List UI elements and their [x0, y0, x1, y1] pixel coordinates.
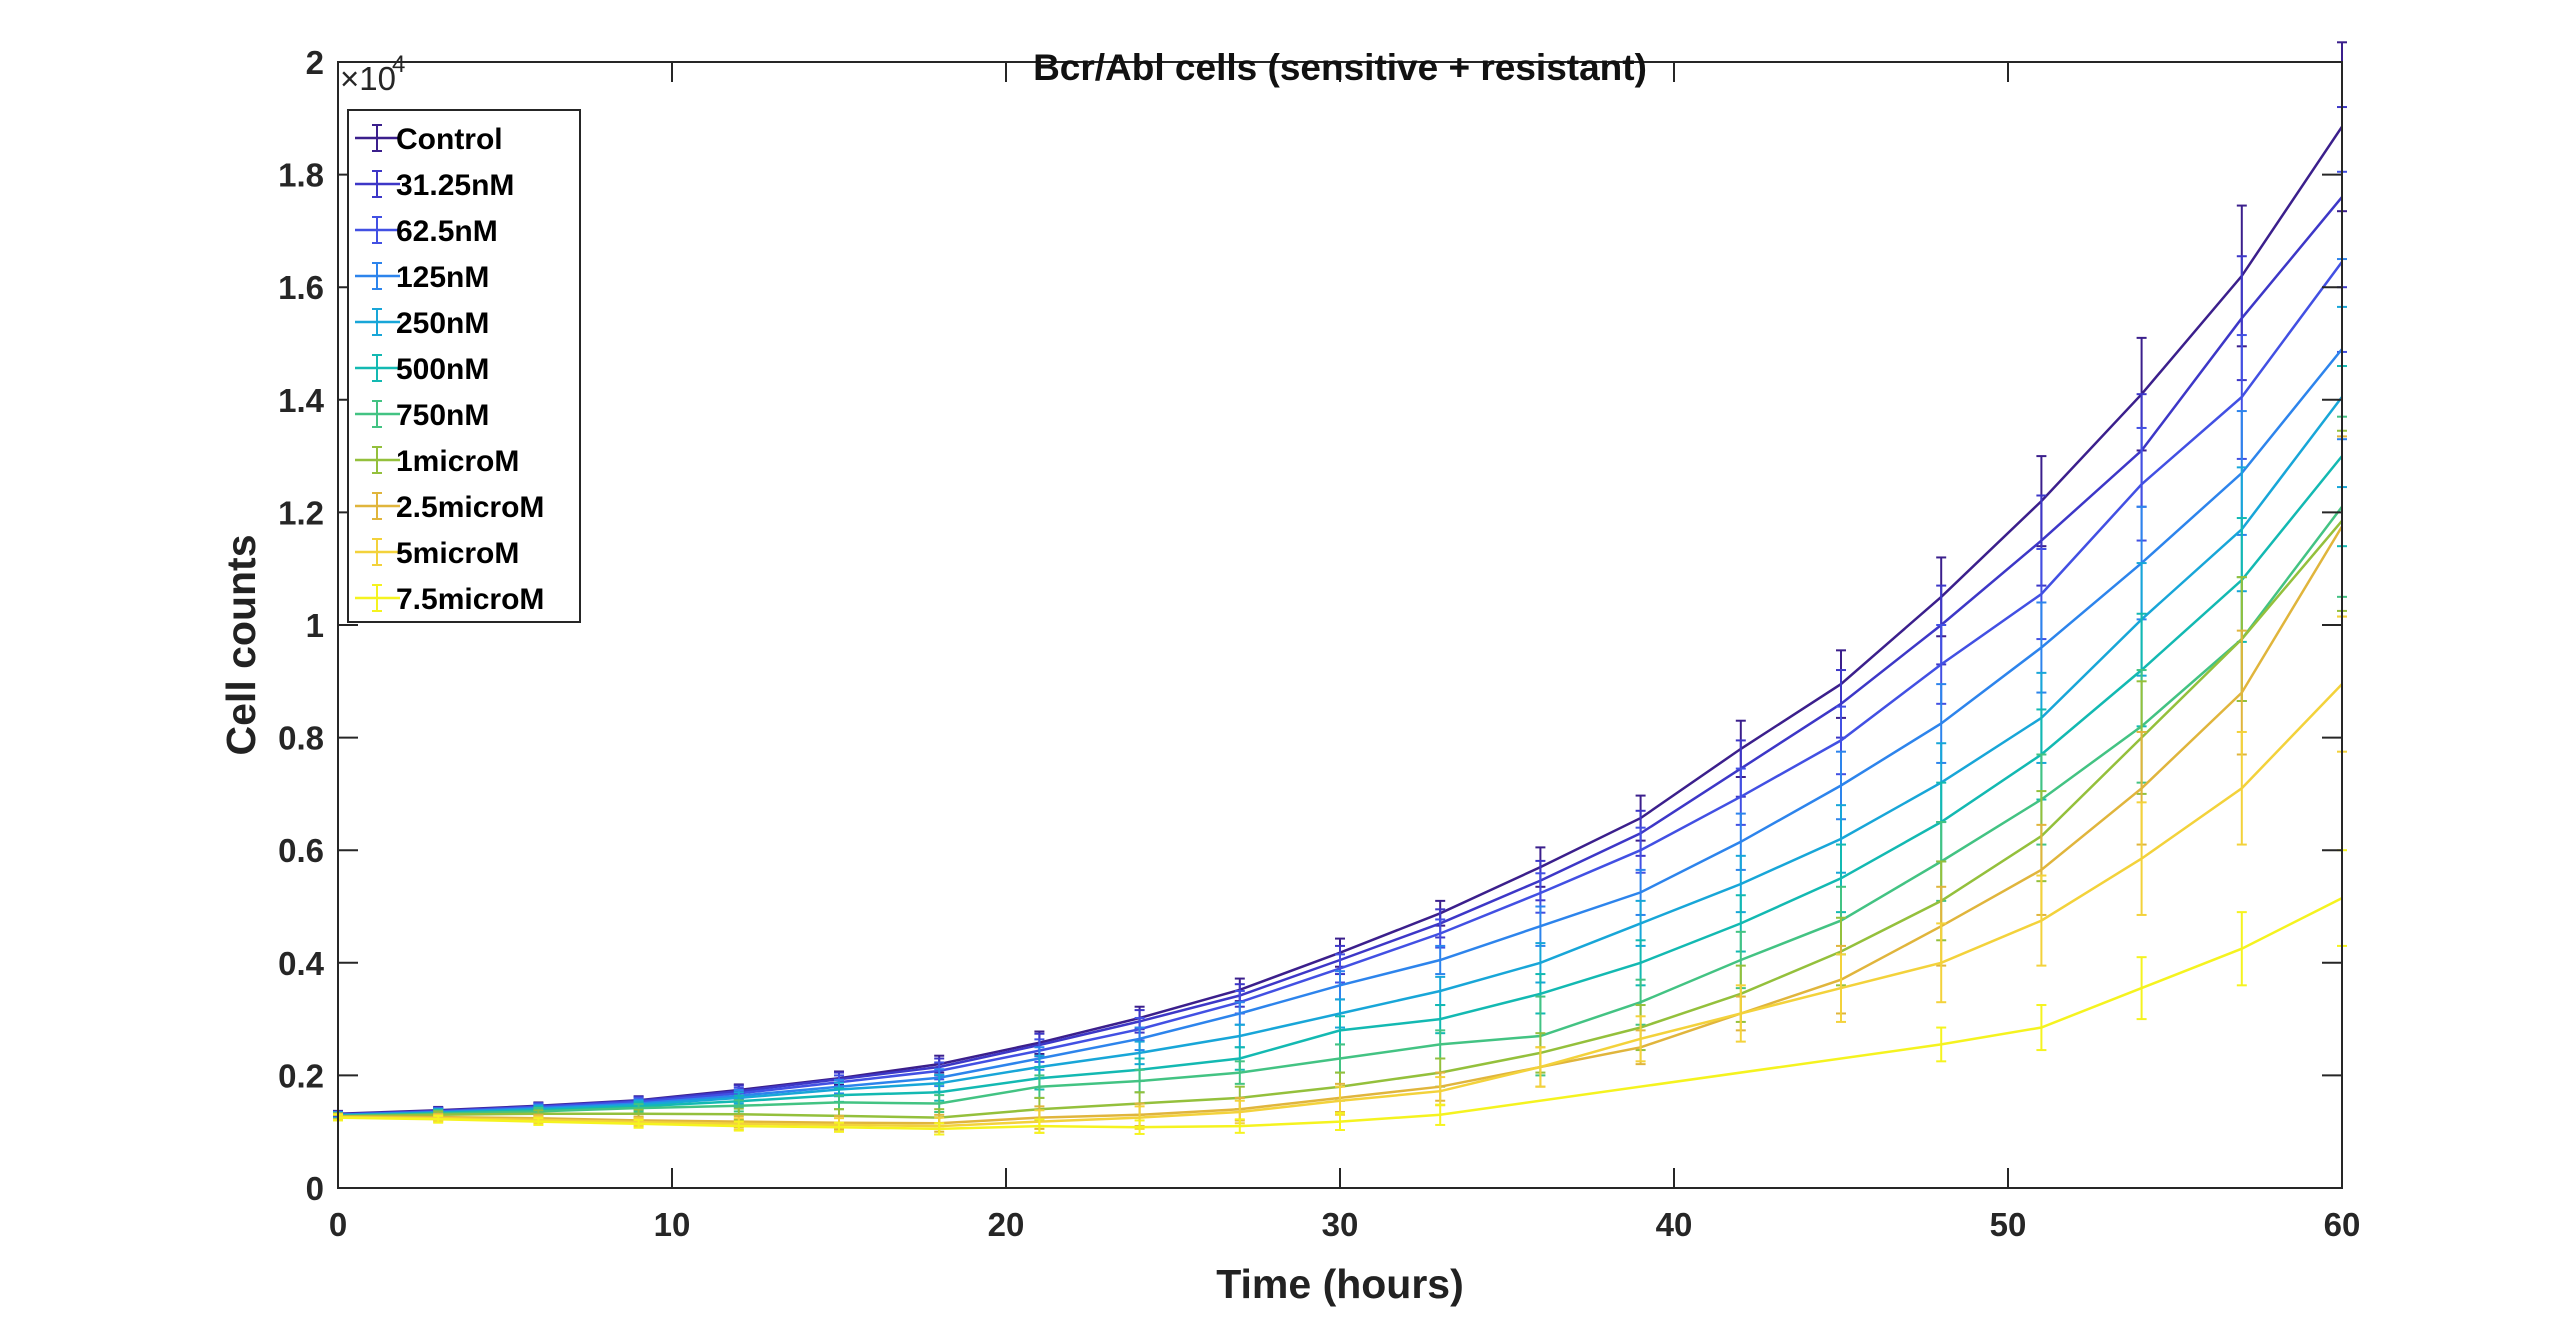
legend-label: Control — [396, 123, 503, 156]
legend-label: 5microM — [396, 537, 519, 570]
error-bar — [1936, 922, 1947, 1004]
error-bar — [934, 1122, 945, 1136]
error-bar — [1735, 984, 1746, 1043]
y-tick-label: 0 — [306, 1170, 324, 1207]
legend-label: 500nM — [396, 353, 489, 386]
legend-label: 250nM — [396, 307, 489, 340]
y-exponent-power: 4 — [392, 51, 405, 78]
y-axis-label: Cell counts — [218, 535, 264, 756]
error-bar — [1134, 1119, 1145, 1135]
error-bar — [1435, 944, 1446, 976]
error-bar — [1034, 1118, 1045, 1134]
series-layer — [333, 41, 2347, 1136]
y-tick-label: 1.6 — [278, 269, 324, 306]
y-exponent-base: ×10 — [340, 60, 396, 97]
legend-label: 1microM — [396, 445, 519, 478]
x-tick-label: 60 — [2324, 1206, 2361, 1243]
x-axis-label: Time (hours) — [1216, 1261, 1464, 1307]
y-tick-label: 1 — [306, 607, 324, 644]
error-bar — [433, 1114, 444, 1124]
x-tick-label: 20 — [988, 1206, 1025, 1243]
error-bar — [2136, 956, 2147, 1021]
legend-entry: 125nM — [355, 261, 489, 294]
error-bar — [1335, 1112, 1345, 1132]
legend-entry: 31.25nM — [355, 169, 514, 202]
y-tick-label: 0.2 — [278, 1057, 324, 1094]
error-bar — [1234, 1118, 1245, 1134]
error-bar — [733, 1120, 744, 1132]
x-tick-label: 10 — [654, 1206, 691, 1243]
legend-label: 62.5nM — [396, 215, 498, 248]
error-bar — [1836, 953, 1846, 1023]
error-bar — [1234, 1060, 1245, 1085]
legend-label: 31.25nM — [396, 169, 514, 202]
legend-entry: Control — [355, 123, 503, 156]
error-bar — [2036, 1004, 2047, 1052]
legend-entry: 500nM — [355, 353, 489, 386]
error-bar — [1435, 1103, 1446, 1126]
error-bar — [2036, 874, 2047, 967]
error-bar — [533, 1117, 544, 1126]
x-tick-label: 40 — [1656, 1206, 1693, 1243]
error-bar — [2236, 911, 2247, 987]
chart-title: Bcr/Abl cells (sensitive + resistant) — [1033, 47, 1647, 88]
y-tick-label: 1.4 — [278, 382, 325, 419]
y-tick-label: 2 — [306, 44, 324, 81]
legend-entry: 2.5microM — [355, 491, 544, 524]
legend-label: 2.5microM — [396, 491, 544, 524]
x-tick-label: 0 — [329, 1206, 347, 1243]
legend-label: 750nM — [396, 399, 489, 432]
error-bar — [2136, 801, 2147, 916]
error-bar — [2236, 730, 2247, 846]
legend-box — [347, 109, 581, 623]
error-bar — [633, 1118, 644, 1129]
legend-entry: 5microM — [355, 537, 519, 570]
error-bar — [1635, 1015, 1646, 1063]
y-tick-label: 0.8 — [278, 720, 324, 757]
ticks-layer: 0 10 20 30 40 50 60 0 0.2 0.4 0.6 0.8 1 1.2 1.4 1.6 1.8 2 — [278, 44, 2360, 1243]
x-tick-label: 30 — [1322, 1206, 1359, 1243]
legend-entry: 250nM — [355, 307, 489, 340]
y-tick-label: 0.4 — [278, 945, 325, 982]
error-bar — [834, 1121, 844, 1133]
x-tick-label: 50 — [1990, 1206, 2027, 1243]
legend-label: 7.5microM — [396, 583, 544, 616]
legend-label: 125nM — [396, 261, 489, 294]
y-tick-label: 1.2 — [278, 494, 324, 531]
legend-entry: 1microM — [355, 445, 519, 478]
error-bar — [1535, 1046, 1546, 1088]
y-tick-label: 0.6 — [278, 832, 324, 869]
legend: Control 31.25nM 62.5nM 125nM 250nM 500nM 750nM… — [347, 109, 581, 623]
error-bar — [1936, 1026, 1947, 1063]
y-tick-label: 1.8 — [278, 157, 324, 194]
legend-entry: 750nM — [355, 399, 489, 432]
legend-entry: 7.5microM — [355, 583, 544, 616]
legend-entry: 62.5nM — [355, 215, 498, 248]
